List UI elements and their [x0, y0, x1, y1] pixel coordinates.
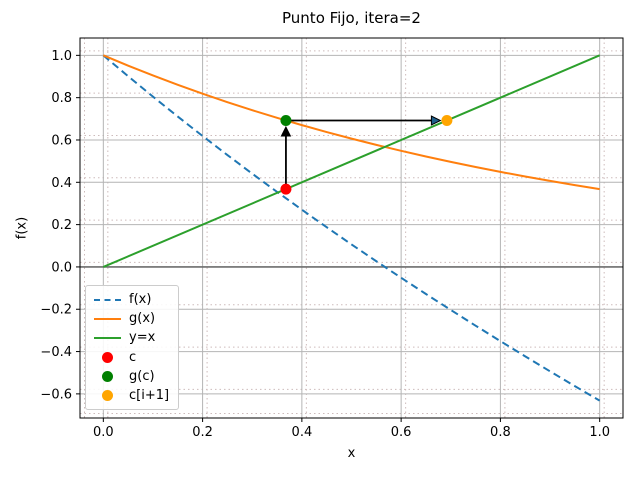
series-f(x) — [102, 54, 601, 402]
x-tick-labels: 0.0 0.2 0.4 0.6 0.8 1.0 — [93, 425, 610, 440]
legend-label: f(x) — [129, 292, 152, 307]
point-c[i+1] — [441, 114, 453, 126]
legend-entry-ci1: c[i+1] — [92, 386, 172, 405]
point-g(c) — [280, 114, 292, 126]
dashed-line-swatch — [92, 298, 122, 301]
x-tick-label: 0.2 — [192, 425, 213, 440]
axes-spines — [79, 37, 624, 419]
legend-entry-gx: g(x) — [92, 309, 172, 328]
line-swatch — [92, 317, 122, 320]
legend: f(x) g(x) y=x c g(c) c[i+1] — [85, 285, 179, 410]
legend-label: y=x — [129, 330, 156, 346]
iteration-arrow — [280, 125, 292, 190]
legend-label: c[i+1] — [129, 387, 170, 403]
iteration-arrow — [285, 115, 442, 126]
dot-swatch — [92, 351, 122, 363]
x-tick-label: 0.8 — [490, 425, 511, 440]
series-g(x) — [102, 54, 600, 191]
y-tick-label: 0.4 — [51, 176, 72, 191]
y-tick-label: 0.8 — [51, 91, 72, 106]
y-tick-label: 1.0 — [51, 49, 72, 64]
x-tick-label: 0.4 — [292, 425, 313, 440]
y-tick-label: −0.2 — [40, 303, 72, 318]
legend-entry-c: c — [92, 348, 172, 367]
y-tick-label: 0.0 — [51, 260, 72, 275]
series-y=x — [102, 54, 601, 268]
legend-label: c — [129, 349, 137, 365]
legend-entry-fx: f(x) — [92, 290, 172, 309]
point-c — [280, 183, 292, 195]
x-tick-label: 0.0 — [93, 425, 114, 440]
x-axis-label: x — [347, 446, 356, 461]
y-tick-label: 0.6 — [51, 134, 72, 149]
legend-entry-yx: y=x — [92, 328, 172, 347]
tick-marks — [76, 54, 601, 422]
y-tick-label: 0.2 — [51, 218, 72, 233]
y-tick-label: −0.4 — [40, 345, 72, 360]
legend-label: g(c) — [129, 368, 155, 384]
chart-title: Punto Fijo, itera=2 — [282, 9, 421, 27]
y-tick-labels: 1.0 0.8 0.6 0.4 0.2 0.0 −0.2 −0.4 −0.6 — [40, 49, 72, 403]
y-tick-label: −0.6 — [40, 387, 72, 402]
line-swatch — [92, 336, 122, 339]
x-tick-label: 1.0 — [589, 425, 610, 440]
legend-label: g(x) — [129, 311, 156, 327]
dot-swatch — [92, 389, 122, 401]
y-axis-label: f(x) — [14, 216, 30, 240]
dot-swatch — [92, 370, 122, 382]
x-tick-label: 0.6 — [391, 425, 412, 440]
legend-entry-gc: g(c) — [92, 367, 172, 386]
